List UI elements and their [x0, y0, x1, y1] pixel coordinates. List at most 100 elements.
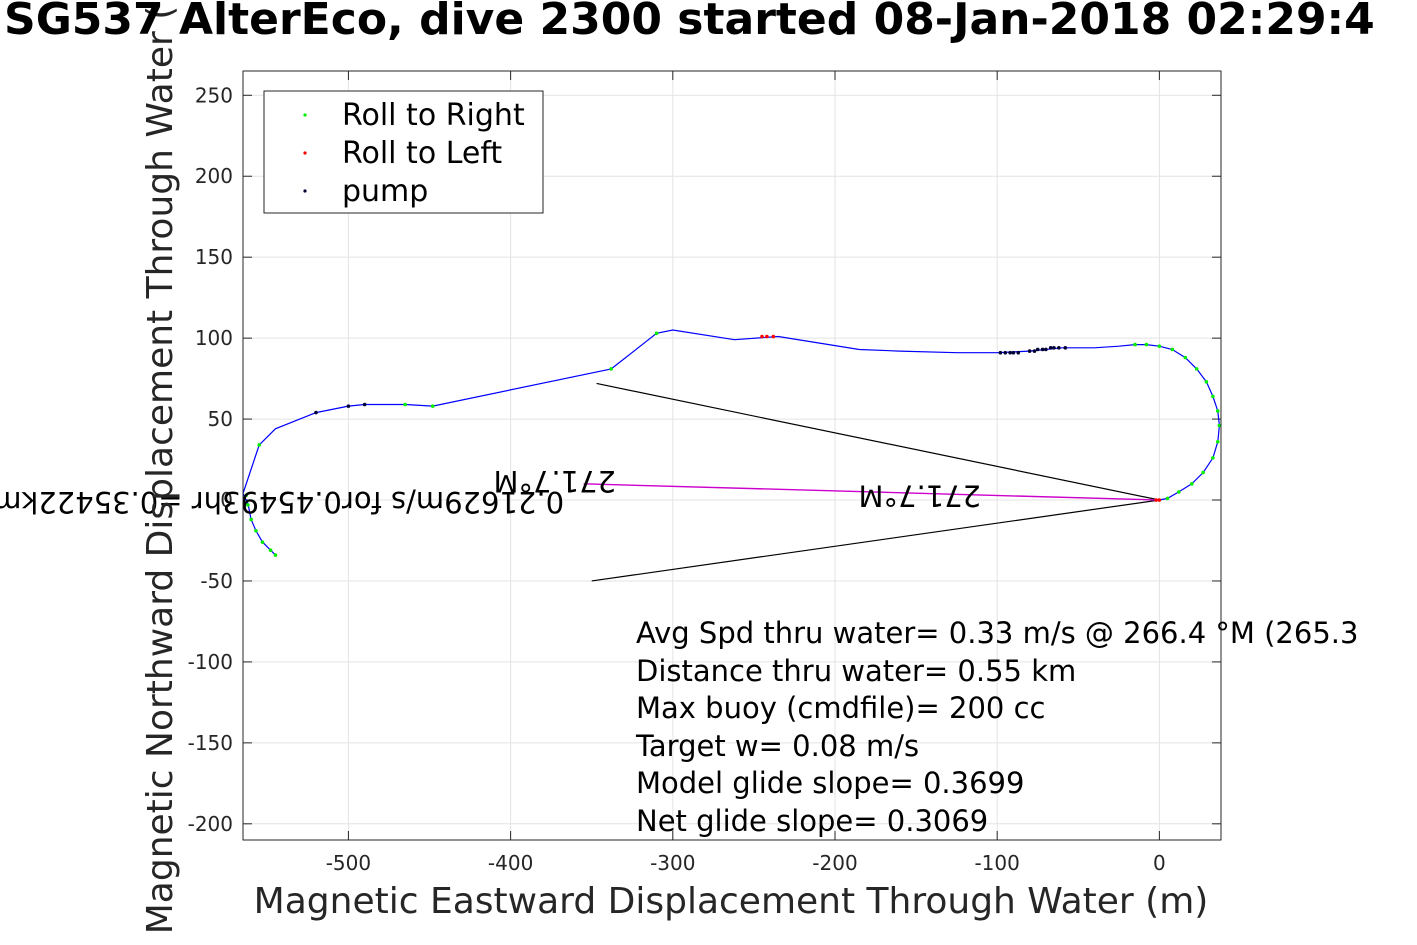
y-tick-label: 0: [220, 488, 233, 512]
annotation-distance: Distance thru water= 0.55 km: [636, 654, 1076, 688]
roll-right-point: [1194, 367, 1199, 371]
legend-box: [263, 90, 544, 214]
current-label: 271.7°M: [493, 464, 616, 498]
roll-right-point: [273, 553, 278, 557]
annotation-net-glide: Net glide slope= 0.3069: [636, 804, 988, 838]
roll-right-point: [1170, 347, 1175, 352]
y-tick-label: 100: [195, 326, 233, 350]
roll-right-point: [1204, 380, 1209, 384]
pump-point: [1040, 347, 1045, 352]
y-tick-label: 200: [195, 164, 233, 188]
current-label: 0.21629m/s for0.45493hr =0.35422km: [0, 485, 564, 519]
current-label: 271.7°M: [858, 479, 981, 513]
pump-point: [314, 410, 318, 415]
y-axis-label: Magnetic Northward Displacement Through …: [140, 6, 181, 935]
pump-point: [998, 350, 1003, 355]
x-tick-label: -100: [974, 851, 1019, 875]
legend-label-roll-right: Roll to Right: [342, 98, 525, 133]
roll-left-point: [765, 334, 769, 339]
y-tick-label: -150: [188, 731, 233, 755]
roll-right-point: [257, 443, 262, 447]
roll-right-point: [254, 528, 258, 533]
legend: Roll to Right Roll to Left pump: [263, 90, 544, 214]
marker-points: [244, 331, 1222, 557]
roll-right-point: [609, 367, 613, 371]
roll-right-point: [1211, 456, 1215, 460]
annotation-max-buoy: Max buoy (cmdfile)= 200 cc: [636, 691, 1045, 725]
legend-marker-roll-right: [303, 113, 307, 117]
x-axis-ticks: -500 -400 -300 -200 -100 0: [326, 71, 1166, 875]
pump-point: [1027, 349, 1032, 353]
pump-point: [1016, 350, 1021, 355]
stats-annotations: Avg Spd thru water= 0.33 m/s @ 266.4 °M …: [635, 616, 1358, 838]
roll-right-point: [1201, 470, 1205, 475]
y-tick-label: -50: [200, 569, 233, 593]
plot-frame: [242, 70, 1222, 841]
roll-right-point: [1183, 355, 1188, 360]
roll-right-point: [1157, 344, 1162, 349]
pump-point: [1044, 347, 1048, 352]
annotation-model-glide: Model glide slope= 0.3699: [636, 766, 1024, 800]
roll-right-point: [246, 503, 250, 507]
current-vector-group: [583, 483, 1160, 501]
pump-point: [362, 402, 367, 407]
pump-point: [1063, 346, 1068, 350]
y-axis-ticks: -200 -150 -100 -50 0 50 100 150 200 250: [188, 83, 1221, 836]
roll-right-point: [654, 331, 659, 336]
roll-left-point: [1157, 498, 1162, 502]
roll-right-point: [1215, 439, 1220, 444]
current-labels: 0.21629m/s for0.45493hr =0.35422km271.7°…: [0, 464, 981, 519]
annotation-target-w: Target w= 0.08 m/s: [635, 729, 919, 763]
roll-right-point: [430, 404, 435, 408]
x-tick-label: -400: [488, 851, 533, 875]
roll-right-point: [1165, 496, 1170, 501]
roll-right-point: [1190, 482, 1194, 486]
wedge-line-lower: [591, 499, 1160, 582]
legend-marker-pump: [303, 189, 307, 193]
roll-right-point: [1217, 423, 1222, 428]
roll-left-point: [1154, 498, 1158, 502]
pump-point: [1035, 347, 1040, 352]
pump-point: [1052, 346, 1056, 350]
x-tick-label: -500: [326, 851, 371, 875]
y-tick-label: -100: [188, 650, 233, 674]
glider-track-line: [242, 329, 1221, 556]
x-axis-label: Magnetic Eastward Displacement Through W…: [254, 881, 1209, 922]
legend-label-pump: pump: [342, 174, 428, 209]
roll-right-point: [1211, 394, 1215, 399]
pump-point: [1008, 350, 1012, 355]
roll-right-point: [1177, 490, 1181, 494]
roll-left-point: [760, 334, 764, 339]
roll-right-point: [260, 540, 265, 544]
wedge-lines: [591, 382, 1160, 582]
pump-point: [1048, 346, 1053, 350]
y-tick-label: 50: [208, 407, 233, 431]
chart-title: SG537 AlterEco, dive 2300 started 08-Jan…: [4, 0, 1375, 45]
roll-left-point: [771, 334, 776, 339]
y-tick-label: 250: [195, 83, 233, 107]
grid-lines: [243, 71, 1221, 840]
pump-point: [1003, 350, 1008, 355]
pump-point: [1032, 349, 1037, 353]
legend-marker-roll-left: [303, 151, 307, 155]
roll-right-point: [1133, 342, 1137, 347]
roll-right-point: [1215, 409, 1220, 413]
current-vector-line: [583, 483, 1160, 501]
x-tick-label: -200: [812, 851, 857, 875]
y-tick-label: 150: [195, 245, 233, 269]
roll-right-point: [249, 517, 253, 522]
legend-label-roll-left: Roll to Left: [342, 136, 502, 171]
wedge-line-upper: [596, 382, 1160, 501]
x-tick-label: -300: [650, 851, 695, 875]
track-group: [242, 329, 1221, 556]
pump-point: [1011, 350, 1016, 355]
roll-right-point: [244, 493, 249, 497]
pump-point: [1057, 346, 1061, 350]
roll-right-point: [403, 402, 407, 407]
x-tick-label: 0: [1153, 851, 1166, 875]
roll-right-point: [1144, 342, 1149, 347]
annotation-avg-speed: Avg Spd thru water= 0.33 m/s @ 266.4 °M …: [636, 616, 1358, 650]
roll-right-point: [268, 548, 273, 553]
y-tick-label: -200: [188, 812, 233, 836]
